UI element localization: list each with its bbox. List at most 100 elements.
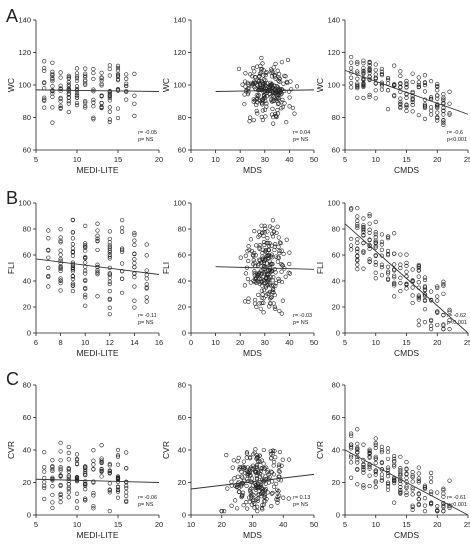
- data-point: [74, 95, 80, 100]
- data-point: [435, 93, 440, 98]
- data-point: [410, 71, 415, 76]
- data-point: [274, 96, 280, 101]
- data-point: [247, 119, 252, 124]
- y-tick-label: 80: [23, 113, 31, 122]
- data-point: [361, 483, 366, 488]
- data-point: [385, 467, 391, 472]
- x-tick-label: 25: [464, 155, 470, 164]
- data-point: [58, 278, 63, 283]
- data-point: [279, 279, 285, 285]
- data-point: [260, 292, 265, 297]
- data-point: [70, 260, 75, 265]
- data-point: [373, 245, 378, 250]
- data-point: [42, 485, 47, 491]
- data-point: [273, 270, 278, 275]
- y-tick-label: 100: [327, 199, 340, 208]
- data-point: [95, 247, 100, 253]
- chart-a2: 0 10 20 30 40 50 60 80 100 120 140 MDS WC r= 0.04p= N…: [161, 16, 318, 175]
- data-point: [91, 67, 96, 72]
- data-point: [251, 65, 256, 71]
- x-tick-label: 20: [155, 520, 163, 529]
- data-point: [447, 318, 452, 323]
- data-point: [367, 92, 372, 97]
- data-point: [379, 239, 385, 245]
- data-point: [385, 484, 391, 489]
- data-point: [261, 296, 266, 301]
- data-point: [416, 265, 421, 270]
- data-point: [262, 466, 267, 471]
- data-point: [239, 469, 244, 474]
- data-point: [99, 458, 104, 463]
- data-point: [355, 447, 360, 452]
- data-point: [435, 81, 440, 87]
- data-point: [355, 457, 360, 462]
- data-point: [392, 456, 397, 461]
- data-point: [435, 284, 440, 289]
- data-point: [429, 489, 434, 494]
- y-tick-label: 80: [332, 113, 340, 122]
- data-point: [95, 228, 100, 233]
- data-point: [115, 72, 121, 77]
- data-point: [259, 301, 264, 306]
- data-point: [404, 95, 409, 100]
- data-point: [144, 286, 149, 291]
- data-point: [379, 478, 385, 483]
- data-point: [379, 460, 385, 466]
- data-point: [422, 503, 428, 508]
- data-point: [416, 280, 421, 285]
- data-point: [91, 479, 96, 484]
- data-point: [91, 70, 96, 76]
- data-point: [252, 229, 257, 234]
- regression-line: [344, 449, 469, 516]
- x-tick-label: 0: [189, 155, 193, 164]
- data-point: [398, 85, 403, 90]
- data-point: [66, 73, 71, 78]
- y-tick-label: 140: [18, 16, 31, 25]
- data-point: [255, 111, 260, 116]
- data-point: [270, 287, 276, 292]
- data-point: [429, 105, 434, 110]
- data-point: [447, 307, 452, 312]
- data-point: [124, 97, 129, 102]
- data-point: [270, 490, 275, 495]
- data-point: [447, 89, 452, 94]
- data-point: [261, 488, 266, 493]
- data-point: [74, 76, 80, 81]
- y-tick-label: 80: [23, 381, 31, 390]
- data-point: [74, 78, 80, 83]
- y-tick-label: 40: [332, 277, 340, 286]
- data-point: [276, 462, 282, 467]
- data-point: [250, 252, 255, 257]
- data-point: [435, 309, 440, 314]
- data-point: [115, 447, 121, 453]
- data-point: [247, 247, 252, 253]
- data-point: [254, 243, 259, 248]
- data-point: [260, 108, 265, 113]
- y-tick-label: 120: [327, 48, 340, 57]
- data-point: [258, 306, 263, 311]
- data-point: [259, 466, 264, 471]
- data-point: [269, 83, 274, 88]
- data-point: [132, 265, 137, 270]
- data-point: [278, 241, 283, 246]
- scatter-points: [46, 217, 149, 317]
- data-point: [355, 61, 360, 66]
- data-point: [260, 502, 265, 508]
- data-point: [91, 458, 96, 463]
- data-point: [277, 75, 282, 81]
- data-point: [83, 75, 88, 80]
- data-point: [58, 105, 63, 111]
- data-point: [242, 283, 248, 288]
- data-point: [235, 506, 240, 511]
- data-point: [367, 246, 372, 251]
- data-point: [286, 496, 291, 501]
- data-point: [74, 93, 80, 98]
- data-point: [107, 109, 112, 114]
- data-point: [265, 490, 270, 495]
- data-point: [124, 485, 129, 491]
- data-point: [258, 482, 263, 487]
- data-point: [373, 96, 378, 101]
- data-point: [392, 283, 397, 288]
- data-point: [99, 474, 104, 479]
- data-point: [373, 440, 378, 446]
